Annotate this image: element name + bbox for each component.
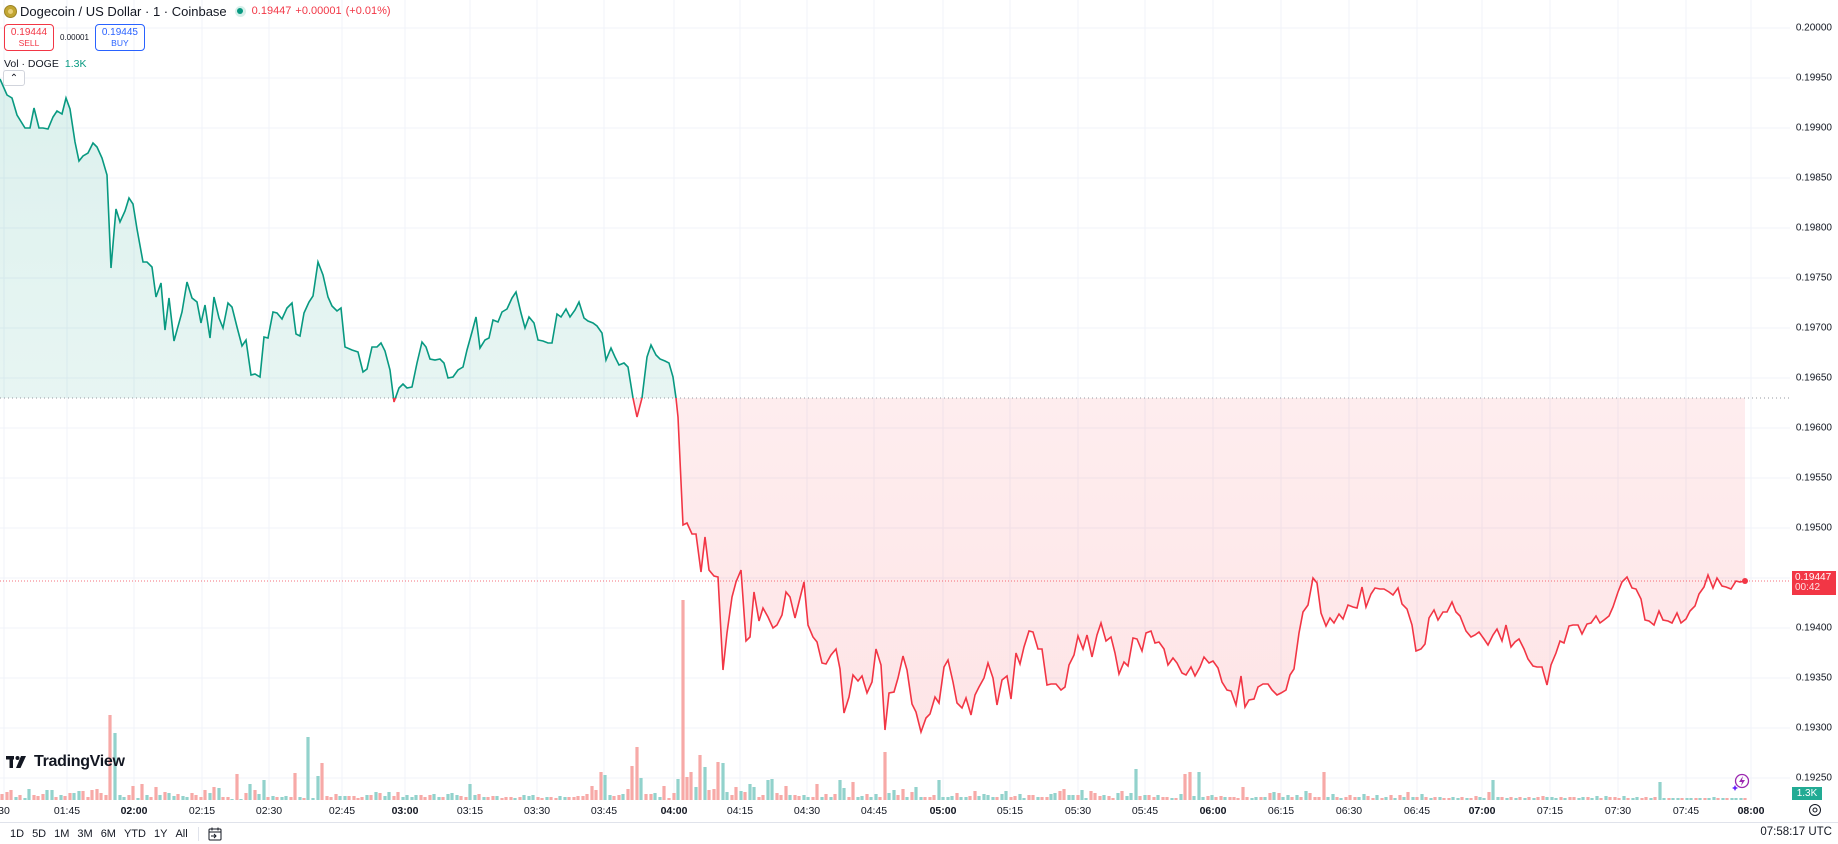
last-price: 0.19447 (251, 5, 292, 17)
price-tick: 0.19250 (1795, 772, 1832, 784)
time-tick: 02:15 (188, 805, 216, 817)
baseline-areas (0, 79, 1745, 732)
time-tick: 02:45 (328, 805, 356, 817)
time-tick: 04:15 (726, 805, 754, 817)
flash-button[interactable] (1732, 773, 1750, 791)
price-tick: 0.19500 (1795, 522, 1832, 534)
time-tick: 01:45 (53, 805, 81, 817)
range-button-ytd[interactable]: YTD (123, 827, 146, 840)
chevron-up-icon: ⌃ (9, 72, 19, 84)
volume-label: Vol · DOGE (4, 58, 59, 70)
price-change-percent: (+0.01%) (345, 5, 391, 17)
price-tick: 0.19650 (1795, 372, 1832, 384)
time-tick: 03:15 (456, 805, 484, 817)
range-button-1d[interactable]: 1D (10, 827, 25, 840)
range-button-3m[interactable]: 3M (77, 827, 93, 840)
range-button-5d[interactable]: 5D (32, 827, 47, 840)
time-tick: 06:30 (1335, 805, 1363, 817)
time-tick: 04:30 (793, 805, 821, 817)
price-line-below (392, 398, 1746, 735)
volume-axis-badge: 1.3K (1792, 787, 1822, 800)
range-button-1m[interactable]: 1M (54, 827, 70, 840)
time-tick: 04:45 (860, 805, 888, 817)
time-tick: 05:45 (1131, 805, 1159, 817)
below-baseline-fill (0, 398, 1745, 732)
time-tick: 07:00 (1468, 805, 1496, 817)
time-tick: 05:15 (996, 805, 1024, 817)
price-tick: 0.19850 (1795, 172, 1832, 184)
price-tick: 0.19950 (1795, 72, 1832, 84)
time-tick: 03:45 (590, 805, 618, 817)
price-tick: 0.19600 (1795, 422, 1832, 434)
buy-label: BUY (111, 37, 129, 48)
settings-icon (1809, 804, 1821, 816)
time-tick: 03:00 (391, 805, 419, 817)
price-tick: 0.19700 (1795, 322, 1832, 334)
price-tick: 0.19400 (1795, 622, 1832, 634)
price-change: +0.00001 (295, 5, 342, 17)
price-tick: 0.20000 (1795, 22, 1832, 34)
bottom-toolbar: 1D 5D 1M 3M 6M YTD 1Y All 07:58:17 UTC (0, 822, 1838, 844)
time-tick: 02:30 (255, 805, 283, 817)
date-range-buttons: 1D 5D 1M 3M 6M YTD 1Y All (6, 828, 192, 840)
chart-legend: Dogecoin / US Dollar · 1 · Coinbase 0.19… (4, 2, 391, 71)
spread-value: 0.00001 (60, 33, 89, 42)
time-tick: 04:00 (660, 805, 688, 817)
time-tick: 07:15 (1536, 805, 1564, 817)
symbol-row: Dogecoin / US Dollar · 1 · Coinbase 0.19… (4, 2, 391, 20)
price-tick: 0.19550 (1795, 472, 1832, 484)
current-price-value: 0.19447 (1795, 572, 1832, 583)
volume-value: 1.3K (64, 58, 87, 70)
time-tick: 07:45 (1672, 805, 1700, 817)
dogecoin-icon (4, 4, 17, 18)
time-tick: 06:45 (1403, 805, 1431, 817)
time-tick: 08:00 (1737, 805, 1765, 817)
range-button-1y[interactable]: 1Y (153, 827, 168, 840)
lightning-icon (1734, 773, 1750, 789)
bar-countdown: 00:42 (1795, 582, 1821, 593)
go-to-date-button[interactable] (207, 826, 223, 842)
time-tick: 05:30 (1064, 805, 1092, 817)
last-price-dot (1742, 578, 1748, 584)
time-tick: 07:30 (1604, 805, 1632, 817)
trade-buttons: 0.19444 SELL 0.00001 0.19445 BUY (4, 24, 391, 51)
time-tick: 30 (0, 805, 10, 817)
price-tick: 0.19750 (1795, 272, 1832, 284)
time-tick: 06:15 (1267, 805, 1295, 817)
volume-bars (0, 600, 1747, 800)
price-tick: 0.19800 (1795, 222, 1832, 234)
symbol-title[interactable]: Dogecoin / US Dollar · 1 · Coinbase (20, 3, 227, 19)
calendar-icon (208, 828, 222, 840)
time-tick: 06:00 (1199, 805, 1227, 817)
time-tick: 03:30 (523, 805, 551, 817)
time-tick: 05:00 (929, 805, 957, 817)
price-tick: 0.19300 (1795, 722, 1832, 734)
current-price-label: 0.19447 00:42 (1792, 571, 1836, 595)
tradingview-logo-icon (6, 756, 26, 768)
sell-label: SELL (18, 37, 40, 48)
range-button-6m[interactable]: 6M (100, 827, 116, 840)
price-line-above (0, 78, 677, 398)
collapse-legend-button[interactable]: ⌃ (3, 70, 25, 86)
range-button-all[interactable]: All (175, 827, 188, 840)
utc-clock[interactable]: 07:58:17 UTC (1760, 826, 1832, 838)
price-chart-plot[interactable] (0, 0, 1790, 800)
time-tick: 02:00 (120, 805, 148, 817)
buy-button[interactable]: 0.19445 BUY (94, 24, 145, 51)
price-tick: 0.19350 (1795, 672, 1832, 684)
price-axis[interactable]: 0.20000 0.19950 0.19900 0.19850 0.19800 0.197… (1790, 0, 1838, 800)
tradingview-logo[interactable]: TradingView (6, 753, 125, 771)
toolbar-divider (197, 826, 199, 841)
sell-button[interactable]: 0.19444 SELL (4, 24, 54, 51)
price-tick: 0.19900 (1795, 122, 1832, 134)
time-axis[interactable]: 30 01:45 02:00 02:15 02:30 02:45 03:00 03:15 03:… (0, 800, 1790, 823)
market-open-icon (234, 5, 246, 17)
tradingview-wordmark: TradingView (34, 753, 125, 770)
axis-settings-button[interactable] (1808, 803, 1822, 817)
sell-price: 0.19444 (10, 26, 48, 38)
volume-legend[interactable]: Vol · DOGE 1.3K (4, 57, 391, 71)
above-baseline-fill (0, 79, 1745, 398)
buy-price: 0.19445 (101, 26, 138, 38)
